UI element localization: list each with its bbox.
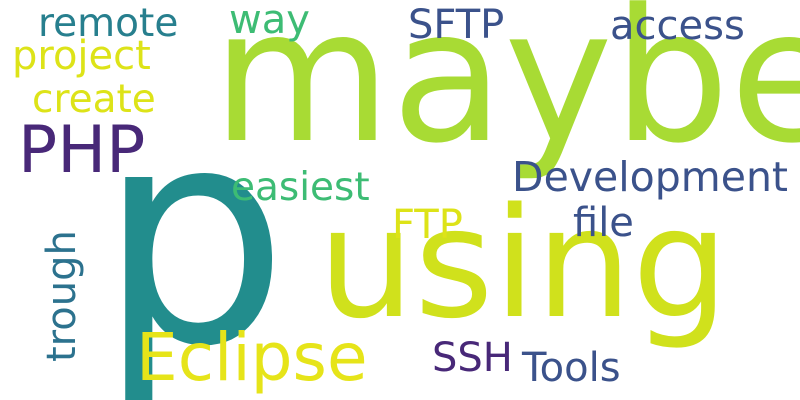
word-sftp: SFTP xyxy=(408,2,505,48)
word-remote: remote xyxy=(38,1,179,46)
word-file: file xyxy=(573,200,634,246)
word-trough: trough xyxy=(39,230,85,362)
word-tools: Tools xyxy=(522,345,621,391)
word-easiest: easiest xyxy=(231,165,370,210)
word-way: way xyxy=(229,0,310,43)
word-ftp: FTP xyxy=(392,202,463,248)
word-php: PHP xyxy=(18,113,146,188)
word-project: project xyxy=(12,33,151,79)
word-ssh: SSH xyxy=(432,335,513,381)
word-p: p xyxy=(98,63,289,400)
word-create: create xyxy=(32,77,156,122)
word-access: access xyxy=(610,3,745,49)
word-using: using xyxy=(318,175,729,352)
word-eclipse: Eclipse xyxy=(136,319,368,396)
word-development: Development xyxy=(512,153,789,201)
word-maybe: maybe xyxy=(212,0,800,184)
